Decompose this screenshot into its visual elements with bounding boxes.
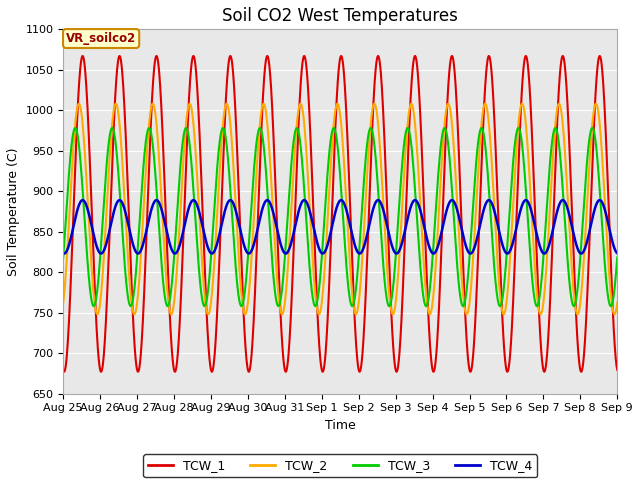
TCW_2 [543,257,550,263]
TCW_2 [613,300,621,306]
TCW_3 [72,125,79,131]
TCW_1 [123,154,131,159]
TCW_2 [123,233,131,239]
TCW_1 [596,53,604,59]
TCW_1 [296,95,304,100]
TCW_1 [603,153,611,158]
TCW_1 [543,354,550,360]
TCW_4 [613,251,621,256]
TCW_3 [296,137,304,143]
TCW_2 [272,258,280,264]
TCW_2 [156,162,163,168]
TCW_3 [123,283,131,289]
TCW_3 [156,231,163,237]
TCW_4 [60,251,67,256]
TCW_4 [543,248,550,254]
TCW_1 [272,193,280,199]
TCW_3 [603,281,611,287]
TCW_3 [60,255,67,261]
Line: TCW_2: TCW_2 [63,104,617,314]
Title: Soil CO2 West Temperatures: Soil CO2 West Temperatures [222,7,458,25]
TCW_2 [603,229,611,235]
TCW_4 [123,214,131,220]
TCW_1 [613,367,621,372]
TCW_1 [60,369,68,374]
X-axis label: Time: Time [325,419,356,432]
Line: TCW_3: TCW_3 [63,128,617,306]
Text: VR_soilco2: VR_soilco2 [66,32,136,45]
TCW_2 [296,102,304,108]
TCW_1 [156,73,163,79]
TCW_4 [603,214,611,220]
TCW_2 [60,300,67,306]
TCW_3 [613,255,621,261]
TCW_1 [60,367,67,372]
TCW_4 [596,197,604,203]
TCW_3 [607,303,614,309]
Line: TCW_1: TCW_1 [63,56,617,372]
Line: TCW_4: TCW_4 [63,200,617,253]
TCW_3 [543,204,550,209]
TCW_4 [272,221,280,227]
TCW_4 [156,201,163,206]
Legend: TCW_1, TCW_2, TCW_3, TCW_4: TCW_1, TCW_2, TCW_3, TCW_4 [143,455,537,478]
TCW_4 [296,204,304,210]
TCW_3 [272,295,280,301]
TCW_4 [60,251,68,256]
Y-axis label: Soil Temperature (C): Soil Temperature (C) [7,147,20,276]
TCW_2 [75,101,83,107]
TCW_2 [611,312,618,317]
